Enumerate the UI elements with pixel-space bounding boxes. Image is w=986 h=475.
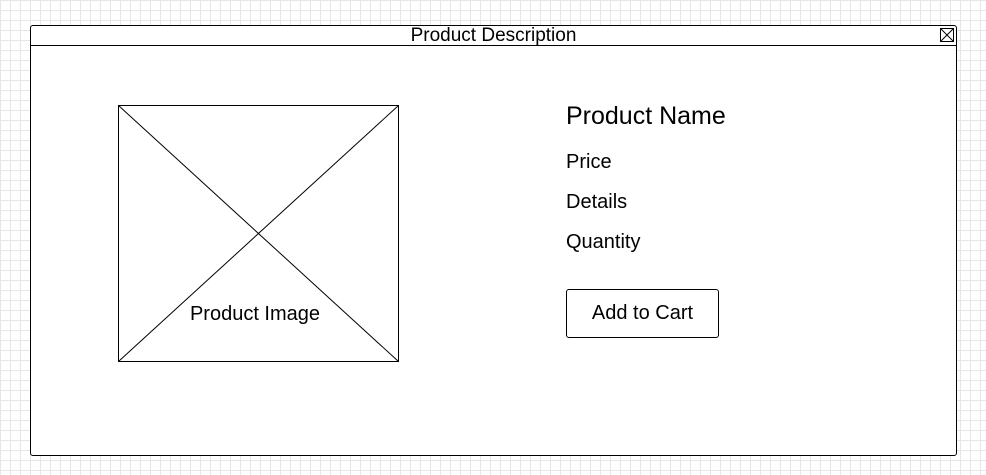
close-button[interactable] — [940, 28, 954, 42]
product-name: Product Name — [566, 102, 726, 130]
product-price-label: Price — [566, 151, 612, 173]
product-description-window: Product Description Product Image Produc… — [30, 25, 957, 456]
window-titlebar: Product Description — [31, 26, 956, 46]
add-to-cart-button[interactable]: Add to Cart — [566, 289, 719, 338]
window-title: Product Description — [410, 25, 577, 46]
close-icon — [940, 28, 954, 42]
image-placeholder-icon — [118, 105, 399, 362]
product-image-placeholder: Product Image — [118, 105, 399, 362]
product-quantity-label: Quantity — [566, 231, 641, 253]
product-image-label: Product Image — [189, 303, 321, 325]
product-details-label: Details — [566, 191, 628, 213]
